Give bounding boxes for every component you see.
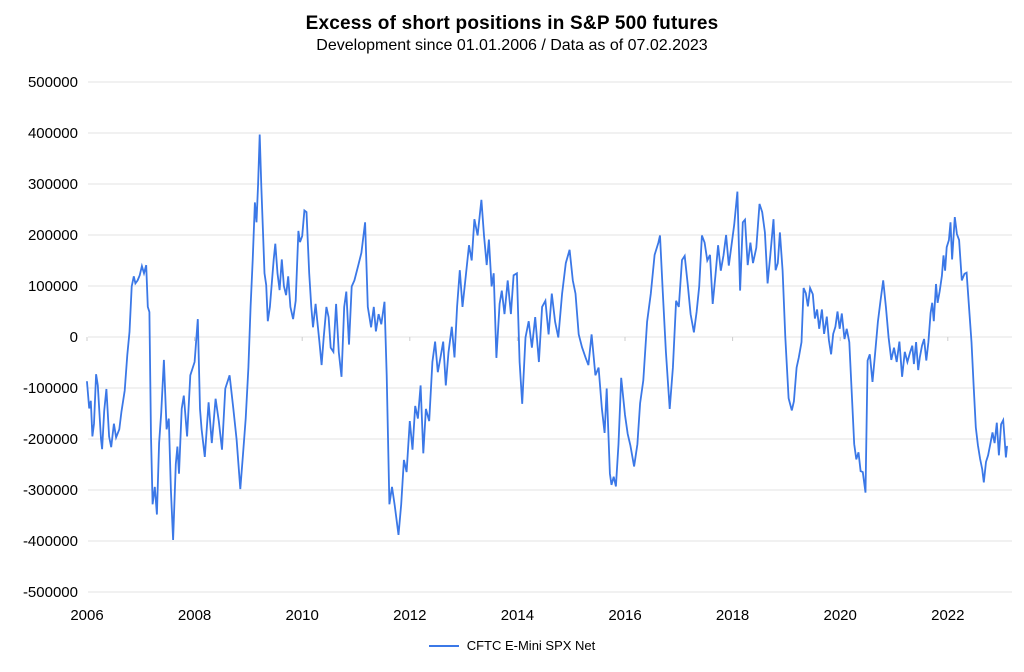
y-axis-tick-label: 400000 [28,125,78,142]
y-axis-tick-label: -300000 [23,482,78,499]
y-axis-tick-label: 300000 [28,176,78,193]
x-axis-tick-label: 2012 [393,607,426,624]
y-axis-tick-label: -100000 [23,380,78,397]
y-axis-tick-label: -500000 [23,584,78,601]
y-axis-tick-label: 0 [70,329,78,346]
y-axis-tick-label: 200000 [28,227,78,244]
x-axis-tick-label: 2006 [70,607,103,624]
y-axis-tick-label: -200000 [23,431,78,448]
x-axis-tick-label: 2016 [608,607,641,624]
x-axis-tick-label: 2018 [716,607,749,624]
x-axis-tick-label: 2010 [286,607,319,624]
chart-legend: CFTC E-Mini SPX Net [0,638,1024,653]
x-axis-tick-label: 2014 [501,607,534,624]
x-axis-tick-label: 2022 [931,607,964,624]
x-axis-tick-label: 2020 [824,607,857,624]
chart-canvas: 500000 400000 300000 200000 100000 0 -100000 -2… [23,74,1012,624]
legend-line-swatch-icon [428,644,459,647]
chart-subtitle: Development since 01.01.2006 / Data as o… [316,37,708,54]
legend-series-label: CFTC E-Mini SPX Net [466,638,596,653]
series-line-cftc-e-mini-spx-net [86,134,1008,541]
y-axis-tick-label: -400000 [23,533,78,550]
y-axis-tick-label: 100000 [28,278,78,295]
x-axis-tick-label: 2008 [178,607,211,624]
chart-title: Excess of short positions in S&P 500 fut… [305,13,719,34]
y-axis-tick-label: 500000 [28,74,78,91]
